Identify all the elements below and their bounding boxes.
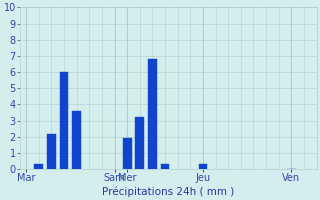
X-axis label: Précipitations 24h ( mm ): Précipitations 24h ( mm ) — [102, 186, 234, 197]
Bar — [72, 111, 81, 169]
Bar — [198, 164, 207, 169]
Bar — [123, 138, 132, 169]
Bar — [35, 164, 43, 169]
Bar — [135, 117, 144, 169]
Bar — [148, 59, 157, 169]
Bar — [60, 72, 68, 169]
Bar — [47, 134, 56, 169]
Bar — [161, 164, 170, 169]
